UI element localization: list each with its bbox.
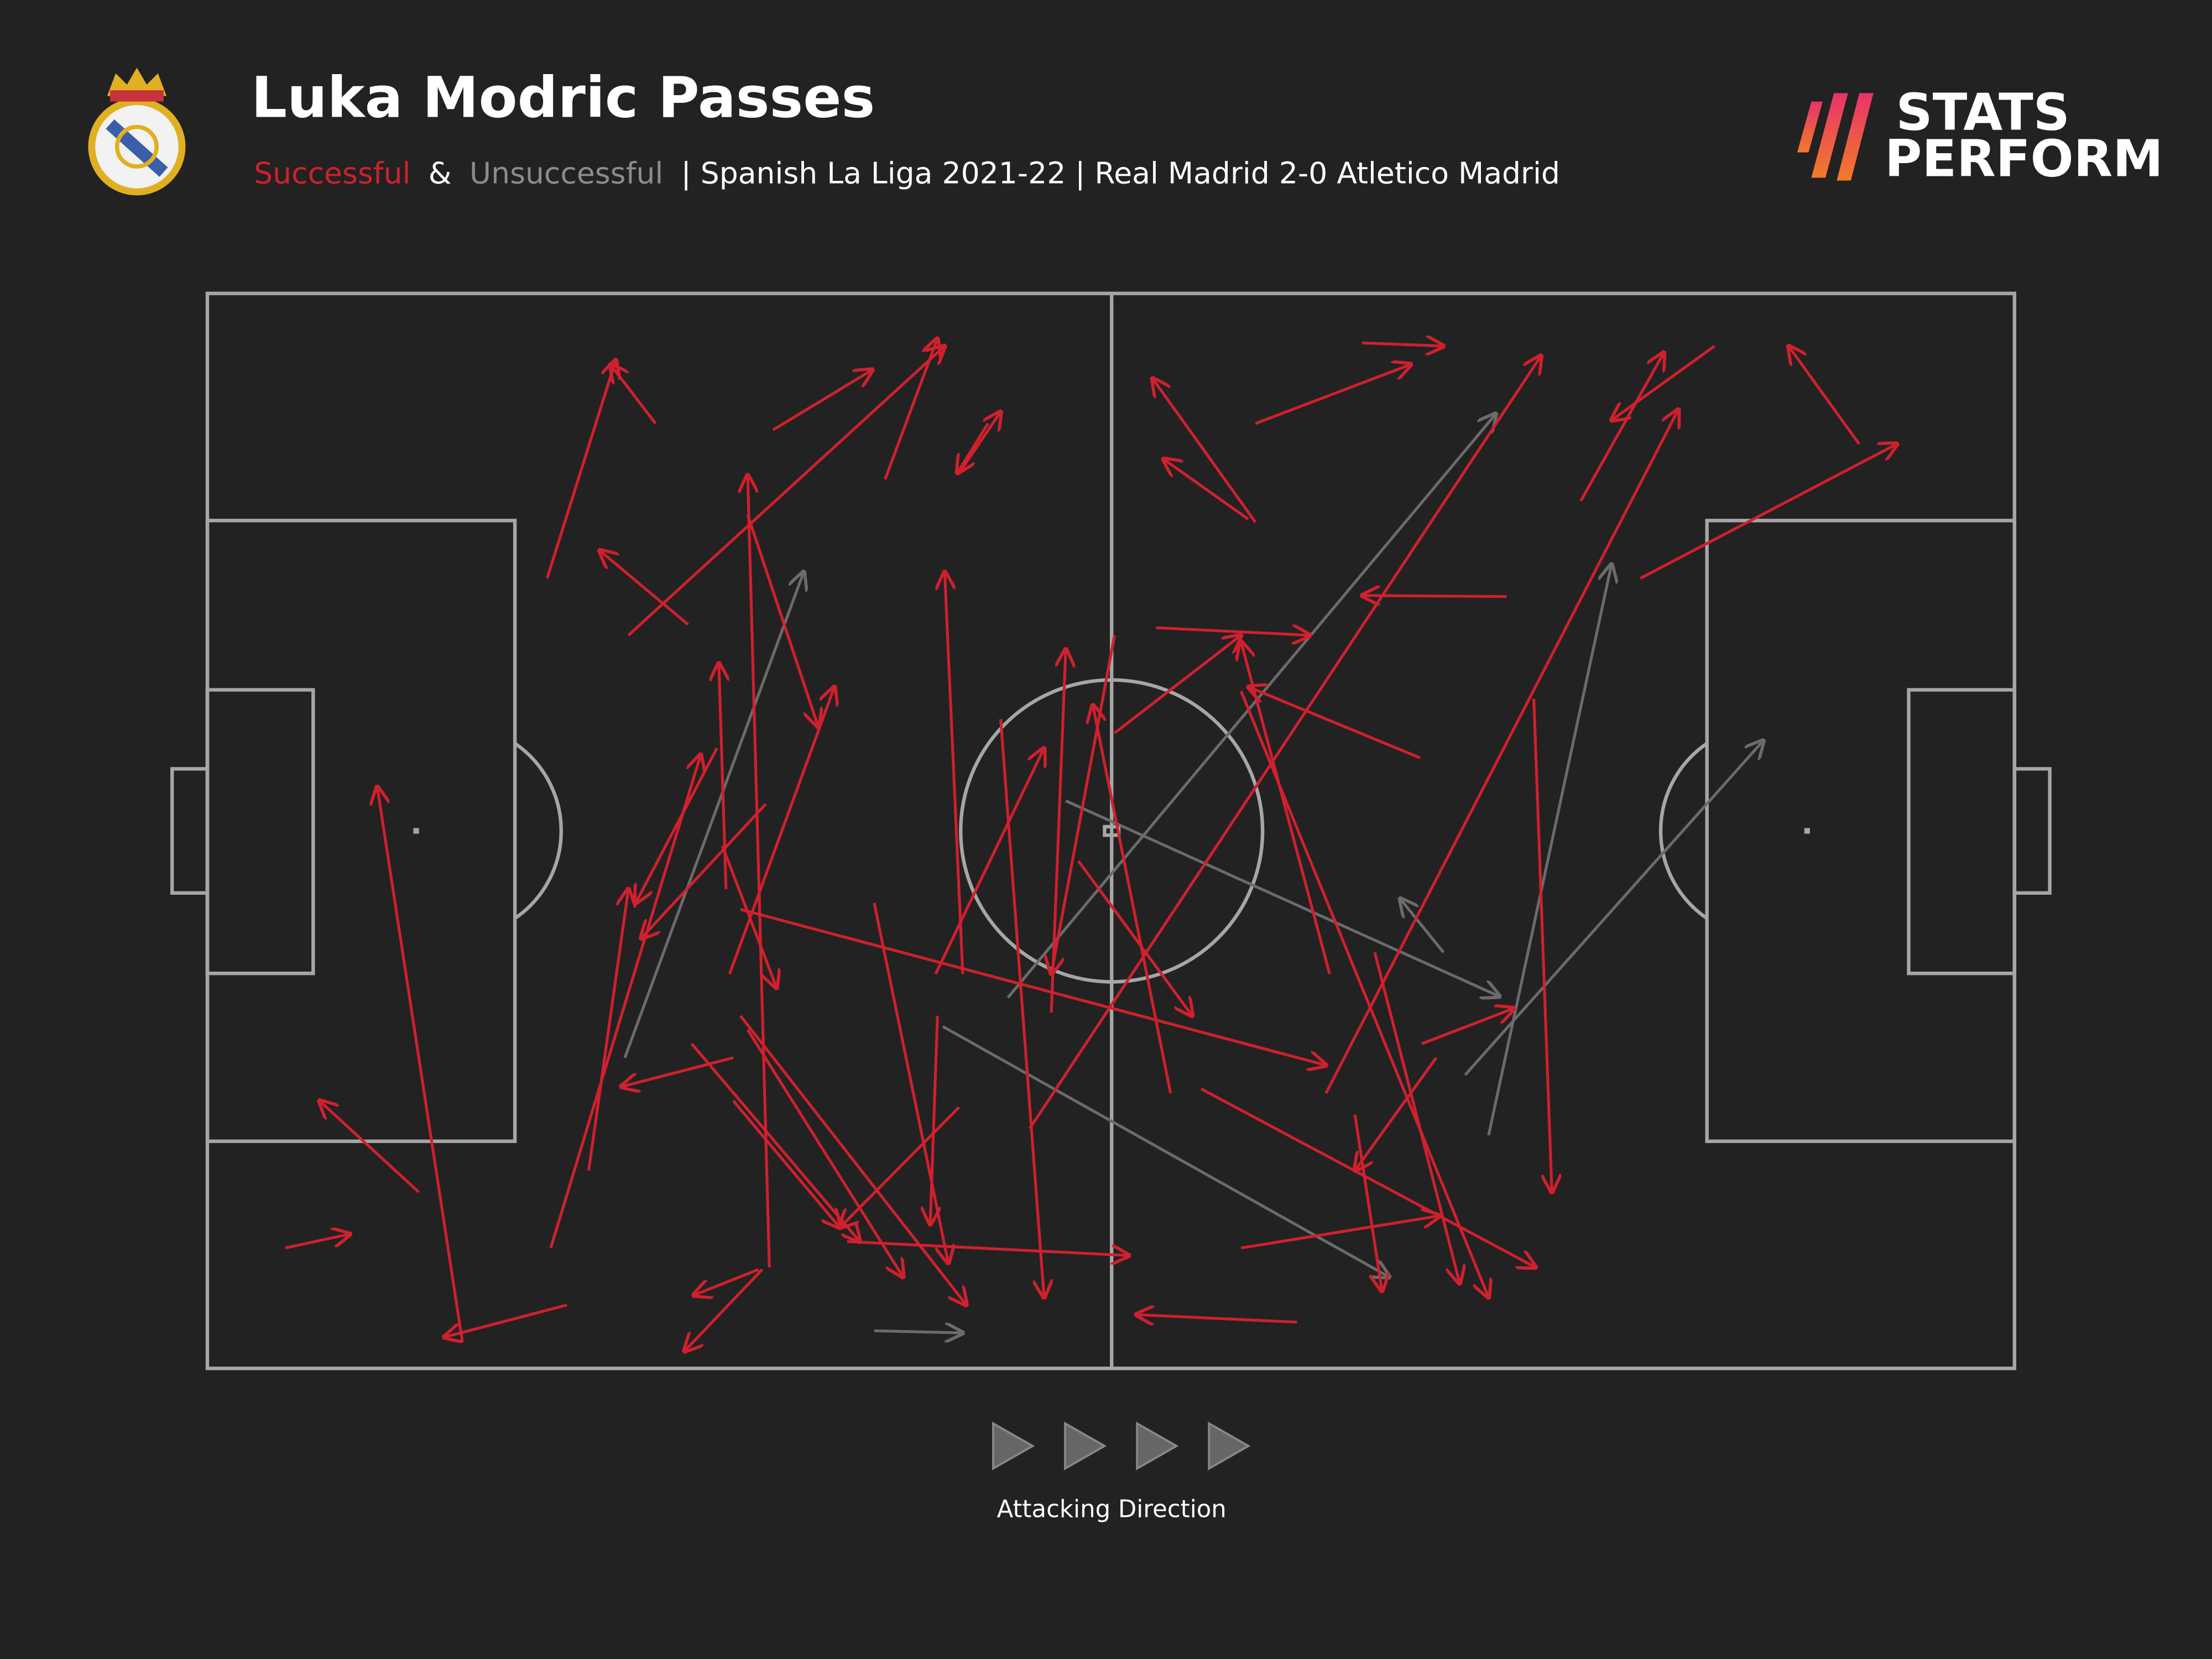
pass-arrow (874, 1331, 963, 1333)
pitch (170, 291, 2052, 1370)
pass-arrow (1241, 641, 1331, 974)
pass-arrow (1028, 356, 1541, 1130)
pass-arrow (545, 360, 615, 579)
pass-arrow (999, 719, 1044, 1297)
pass-arrow (1324, 410, 1678, 1094)
footer: Attacking Direction (997, 1496, 1227, 1524)
pass-arrow (1353, 1114, 1382, 1291)
legend-unsuccessful: Unsuccessful (469, 155, 663, 190)
passes (284, 338, 1897, 1352)
pass-arrow (1532, 698, 1552, 1192)
pass-arrow (840, 1106, 961, 1228)
pass-arrow (772, 370, 873, 431)
pass-arrow (685, 1268, 764, 1352)
brand-line-1: STATS (1896, 83, 2070, 142)
club-crest (88, 67, 186, 196)
subtitle-text: | Spanish La Liga 2021-22 | Real Madrid … (681, 155, 1560, 190)
pass-arrow (1240, 1215, 1439, 1250)
pass-arrow (945, 572, 964, 974)
pass-arrow (930, 1015, 937, 1224)
pass-arrow (1362, 343, 1443, 346)
pass-arrow (884, 338, 937, 480)
pass-arrow (641, 803, 767, 938)
pass-arrow (1152, 378, 1257, 524)
pass-arrow (693, 1268, 759, 1296)
pass-arrow (377, 787, 464, 1341)
pass-arrow (1156, 628, 1310, 635)
subtitle: Successful & Unsuccessful | Spanish La L… (254, 155, 1560, 190)
pass-arrow (627, 346, 945, 637)
pass-arrow (549, 755, 701, 1249)
pass-arrow (611, 364, 657, 425)
pass-arrow (1201, 1087, 1536, 1267)
pass-arrow (1136, 1314, 1297, 1322)
pass-arrow (1077, 860, 1192, 1016)
pass-arrow (599, 550, 689, 626)
legend-successful: Successful (254, 155, 410, 190)
pass-arrow (587, 889, 629, 1171)
pass-arrow (284, 1234, 351, 1250)
pass-arrow (1050, 649, 1066, 1013)
pass-arrow (1255, 364, 1411, 425)
pass-arrow (746, 1029, 903, 1277)
pass-arrow (320, 1100, 420, 1193)
pass-arrow (721, 845, 776, 988)
pass-arrow (739, 1015, 966, 1305)
pass-arrow (1611, 345, 1715, 420)
pass-arrow (1487, 564, 1611, 1136)
pass-arrow (1006, 414, 1496, 999)
pass-arrow (1239, 690, 1489, 1297)
pass-arrow (1164, 459, 1249, 520)
pass-arrow (623, 572, 804, 1058)
pass-arrow (1248, 687, 1421, 759)
direction-arrows (992, 1421, 1251, 1470)
pass-arrow (1373, 952, 1460, 1284)
pass-arrow (1421, 1008, 1514, 1045)
pass-arrow (732, 1099, 840, 1227)
chart-title: Luka Modric Passes (251, 65, 875, 131)
pass-arrow (1051, 635, 1116, 974)
pass-arrow (873, 902, 948, 1263)
pass-arrow (746, 514, 818, 727)
pass-arrow (1065, 799, 1499, 997)
pass-arrow (1093, 705, 1172, 1094)
brand-line-2: PERFORM (1885, 129, 2163, 189)
pass-arrow (1355, 1057, 1438, 1171)
pass-arrow (621, 1056, 734, 1087)
pass-arrow (1362, 596, 1507, 597)
pass-arrow (957, 422, 989, 473)
pass-arrow (934, 748, 1044, 975)
pass-arrow (748, 475, 771, 1267)
pass-arrow (740, 907, 1326, 1065)
pass-arrow (444, 1303, 567, 1337)
subtitle-joiner: & (429, 155, 452, 190)
pass-arrow (1400, 899, 1445, 953)
pass-arrow (1579, 353, 1664, 502)
pass-arrow (1113, 635, 1241, 734)
pass-arrow (728, 687, 834, 974)
pass-arrow (1788, 346, 1860, 445)
pass-arrow (847, 1240, 1129, 1255)
brand-logo: STATS PERFORM (1797, 83, 2163, 189)
pass-arrow (635, 747, 718, 903)
pass-arrow (1640, 444, 1897, 580)
